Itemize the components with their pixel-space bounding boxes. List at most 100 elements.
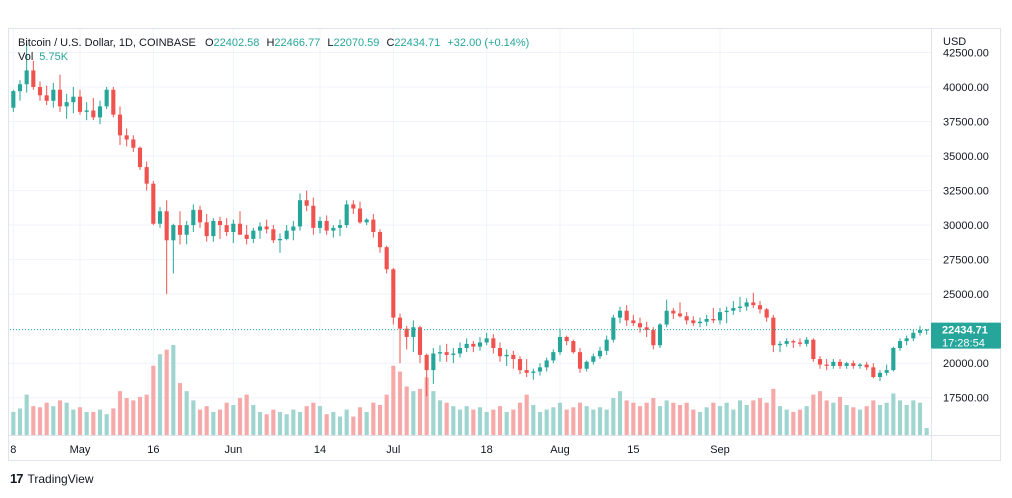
volume-bar [131, 400, 136, 435]
volume-bar [737, 400, 743, 435]
volume-bar [551, 407, 556, 435]
candle-body [151, 183, 156, 224]
volume-bar [177, 383, 183, 435]
volume-bar [791, 411, 796, 435]
candle-body [711, 319, 716, 321]
volume-bar [851, 407, 856, 435]
volume-bar [231, 405, 236, 435]
volume-bar [837, 396, 843, 435]
volume-bar [677, 405, 683, 435]
price-tick-label: 17500.00 [943, 393, 989, 405]
low-label: L [327, 37, 334, 49]
candle-body [737, 306, 743, 308]
volume-bar [211, 411, 216, 435]
volume-bar [44, 402, 49, 435]
volume-bar [804, 406, 809, 435]
candle-body [331, 227, 336, 231]
volume-bar [657, 406, 663, 435]
volume-bar [424, 377, 429, 435]
tradingview-logo[interactable]: 17 TradingView [10, 471, 94, 486]
candle-body [624, 310, 629, 321]
volume-bar [524, 394, 529, 435]
volume-bar [371, 402, 376, 435]
candle-body [477, 342, 483, 347]
volume-bar [117, 391, 123, 435]
candle-body [397, 317, 403, 329]
candle-body [557, 336, 563, 353]
candle-body [857, 364, 863, 366]
candle-body [197, 209, 203, 223]
volume-bar [444, 402, 449, 435]
volume-bar [651, 398, 656, 435]
candle-body [664, 310, 669, 325]
volume-bar [464, 406, 469, 435]
price-tick-label: 35000.00 [943, 151, 989, 163]
candle-body [817, 359, 823, 365]
candle-body [324, 220, 329, 231]
candle-body [357, 208, 363, 223]
candle-body [897, 341, 903, 348]
volume-bar [244, 394, 249, 435]
volume-bar [504, 411, 509, 435]
candle-body [691, 320, 696, 324]
volume-bar [224, 402, 229, 435]
volume-bar [191, 400, 196, 435]
volume-bar [731, 409, 736, 435]
candle-body [731, 307, 736, 311]
volume-bar [564, 409, 569, 435]
volume-legend: Vol 5.75K [18, 51, 68, 63]
price-tick-label: 30000.00 [943, 220, 989, 232]
volume-bar [557, 402, 563, 435]
candle-body [617, 310, 623, 318]
candle-body [797, 342, 803, 344]
candle-body [544, 360, 549, 368]
volume-bar [97, 409, 103, 435]
volume-bar [704, 407, 709, 435]
volume-bar [31, 406, 36, 435]
candle-body [391, 269, 396, 318]
volume-bar [297, 411, 303, 435]
price-tick-label: 42500.00 [943, 47, 989, 59]
candle-body [451, 353, 456, 355]
volume-bar [637, 406, 643, 435]
candle-body [204, 222, 209, 237]
candle-body [337, 225, 343, 228]
volume-label[interactable]: Vol [18, 51, 34, 63]
volume-bar [844, 405, 849, 435]
volume-bar [431, 391, 436, 435]
volume-bar [824, 400, 829, 435]
volume-bar [617, 391, 623, 435]
price-tick-label: 27500.00 [943, 255, 989, 267]
candle-body [411, 327, 416, 337]
tradingview-mark-icon: 17 [10, 471, 24, 486]
candle-body [517, 359, 523, 371]
candle-body [77, 96, 83, 112]
volume-bar [364, 411, 369, 435]
candle-body [351, 204, 356, 209]
symbol-title[interactable]: Bitcoin / U.S. Dollar, 1D, COINBASE [18, 37, 196, 49]
volume-bar [711, 402, 716, 435]
volume-bar [771, 388, 776, 435]
open-value: 22402.58 [213, 37, 260, 49]
open-label: O [204, 37, 214, 49]
time-axis[interactable]: 8 May 16 Jun 14 Jul 18 Aug 15 Sep [10, 444, 730, 456]
candle-body [757, 305, 763, 310]
volume-bar [264, 414, 269, 435]
candle-body [877, 372, 883, 377]
candle-body [497, 348, 503, 357]
volume-bar [17, 408, 23, 435]
volume-bar [511, 409, 516, 435]
volume-bar [664, 400, 669, 435]
price-axis[interactable]: 42500.00 40000.00 37500.00 35000.00 32500.00… [943, 47, 989, 404]
volume-bar [104, 414, 109, 435]
volume-bar [311, 402, 316, 435]
volume-bar [51, 406, 56, 435]
time-tick-label: Jul [386, 444, 400, 456]
volume-bar [144, 394, 149, 435]
volume-value: 5.75K [39, 51, 69, 63]
candle-body [704, 319, 709, 322]
change-value: +32.00 (+0.14%) [447, 37, 530, 49]
volume-bar [124, 398, 129, 435]
candle-body [464, 343, 469, 348]
